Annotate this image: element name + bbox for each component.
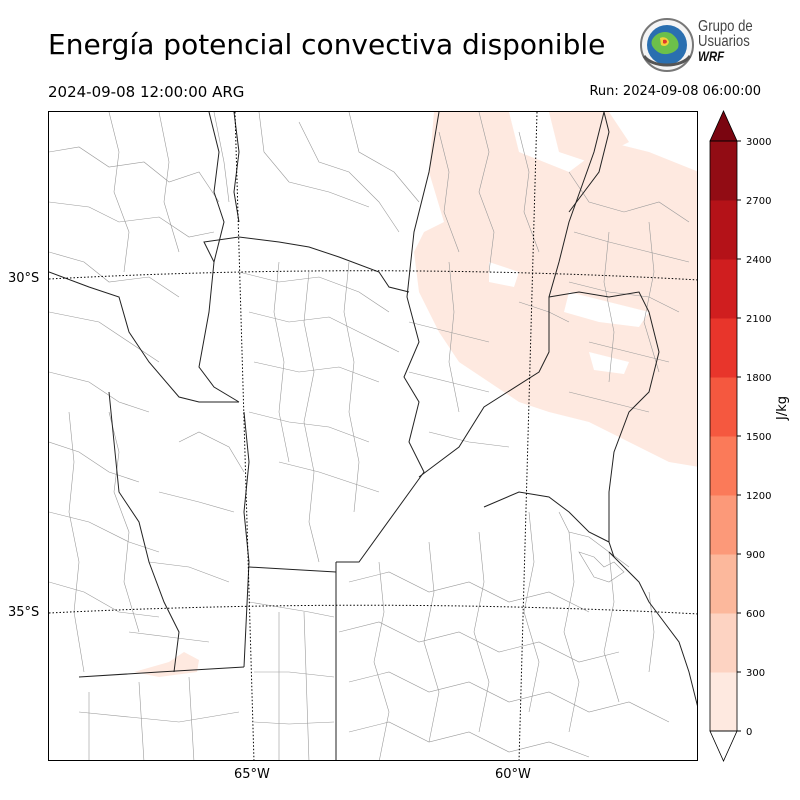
- colorbar-extend-min: [709, 730, 738, 762]
- cape-area-east: [414, 112, 697, 467]
- colorbar-segment: [710, 672, 737, 732]
- colorbar-segment: [710, 377, 737, 437]
- boundary-ba-santafe-n: [483, 491, 610, 543]
- colorbar-tick-label: 1500: [746, 432, 771, 443]
- boundary-cordoba-lapampa: [248, 566, 337, 573]
- lat-line-35s: [49, 604, 697, 615]
- colorbar-segment: [710, 554, 737, 614]
- map-title: Energía potencial convectiva disponible: [48, 28, 606, 61]
- run-time: Run: 2024-09-08 06:00:00: [589, 84, 761, 99]
- colorbar-segment: [710, 318, 737, 378]
- colorbar-tick-label: 1800: [746, 373, 771, 384]
- boundary-santafe-entrerios: [418, 112, 605, 478]
- colorbar-segment: [710, 436, 737, 496]
- lat-label-35s: 35°S: [8, 605, 40, 620]
- colorbar: 0 300 600 900 1200 1500 1800 2100 2400 2700 3000: [709, 110, 771, 762]
- boundary-cordoba-santafe: [336, 112, 440, 563]
- colorbar-segment: [710, 141, 737, 201]
- colorbar-segment: [710, 259, 737, 319]
- department-lines: [49, 112, 690, 760]
- lat-label-30s: 30°S: [8, 271, 40, 286]
- colorbar-tick-label: 0: [746, 727, 752, 738]
- logo-line1: Grupo de: [698, 18, 753, 35]
- globe-logo-icon: [640, 18, 694, 72]
- boundary-catamarca: [233, 112, 240, 223]
- boundary-sanluis-east: [243, 411, 250, 668]
- logo-text: Grupo de Usuarios WRF: [698, 19, 753, 64]
- cape-shading: [134, 112, 697, 677]
- cape-area-northeast: [549, 112, 629, 162]
- boundary-larioja-cordoba: [208, 112, 225, 263]
- colorbar-blocks: [709, 110, 738, 762]
- boundary-entrerios-corrientes: [548, 291, 660, 558]
- colorbar-tick-label: 900: [746, 550, 765, 561]
- colorbar-tick-label: 2100: [746, 314, 771, 325]
- logo-line2: Usuarios: [698, 33, 750, 50]
- colorbar-ticks: 0 300 600 900 1200 1500 1800 2100 2400 2700 3000: [737, 137, 771, 738]
- colorbar-segment: [710, 200, 737, 260]
- colorbar-tick-label: 600: [746, 609, 765, 620]
- colorbar-tick-label: 2400: [746, 255, 771, 266]
- map-svg: [49, 112, 697, 760]
- lon-label-65w: 65°W: [234, 767, 270, 782]
- colorbar-segment: [710, 495, 737, 555]
- graticule: [49, 112, 697, 760]
- wrf-users-logo: Grupo de Usuarios WRF: [638, 16, 768, 76]
- colorbar-tick-label: 3000: [746, 137, 771, 148]
- map-panel: [48, 111, 698, 761]
- colorbar-extend-max: [709, 110, 738, 142]
- boundary-cordoba-west: [203, 236, 410, 293]
- lon-label-60w: 60°W: [495, 767, 531, 782]
- colorbar-unit-label: J/kg: [775, 396, 790, 420]
- colorbar-tick-label: 2700: [746, 196, 771, 207]
- lat-line-30s: [49, 270, 697, 281]
- boundary-sanluis-mendoza: [108, 391, 180, 673]
- province-lines: [49, 112, 697, 760]
- colorbar-tick-label: 300: [746, 668, 765, 679]
- colorbar-segment: [710, 613, 737, 673]
- boundary-sanluis-south: [78, 666, 245, 678]
- boundary-sanjuan: [49, 271, 239, 403]
- valid-time: 2024-09-08 12:00:00 ARG: [48, 83, 245, 101]
- colorbar-tick-label: 1200: [746, 491, 771, 502]
- cape-gaps: [489, 262, 649, 374]
- boundary-cordoba-sanluis: [198, 261, 240, 403]
- boundary-corrientes-east: [568, 112, 610, 213]
- logo-line3: WRF: [698, 48, 725, 64]
- boundary-buenosaires-coast: [608, 551, 697, 707]
